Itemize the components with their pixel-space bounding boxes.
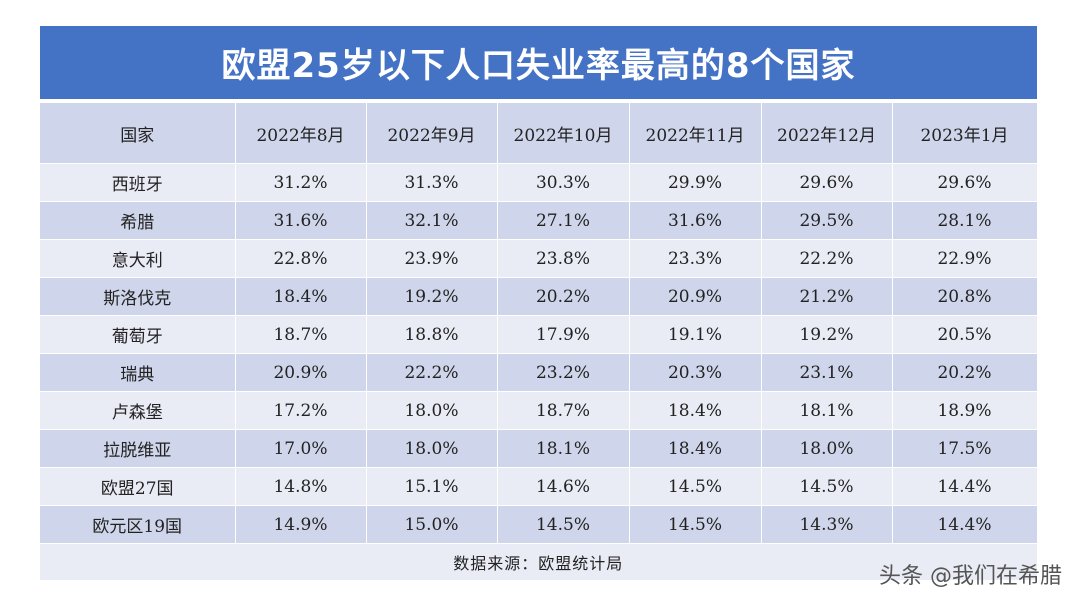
watermark: 头条 @我们在希腊 bbox=[879, 564, 1062, 589]
column-header: 2022年11月 bbox=[629, 103, 762, 164]
table-cell: 23.1% bbox=[761, 353, 893, 392]
table-cell: 29.6% bbox=[761, 163, 893, 202]
table-cell: 14.5% bbox=[761, 467, 893, 506]
table-cell: 18.8% bbox=[366, 315, 498, 354]
table-cell: 19.1% bbox=[629, 315, 762, 354]
table-cell: 22.9% bbox=[892, 239, 1038, 278]
table-cell: 23.2% bbox=[497, 353, 630, 392]
table-cell: 18.1% bbox=[497, 429, 630, 468]
table-cell: 14.3% bbox=[761, 505, 893, 544]
table-cell: 18.4% bbox=[235, 277, 367, 316]
table-cell: 20.8% bbox=[892, 277, 1038, 316]
table-cell: 18.7% bbox=[235, 315, 367, 354]
table-cell: 31.3% bbox=[366, 163, 498, 202]
row-label: 葡萄牙 bbox=[40, 315, 236, 354]
table-row: 瑞典 20.9% 22.2% 23.2% 20.3% 23.1% 20.2% bbox=[40, 353, 1038, 392]
table-cell: 32.1% bbox=[366, 201, 498, 240]
table-cell: 14.5% bbox=[629, 467, 762, 506]
row-label: 欧元区19国 bbox=[40, 505, 236, 544]
table-body: 西班牙 31.2% 31.3% 30.3% 29.9% 29.6% 29.6% 希腊 31.6%… bbox=[40, 163, 1038, 544]
table-cell: 20.2% bbox=[497, 277, 630, 316]
row-label: 欧盟27国 bbox=[40, 467, 236, 506]
table-cell: 20.3% bbox=[629, 353, 762, 392]
table-cell: 18.1% bbox=[761, 391, 893, 430]
table-row: 意大利 22.8% 23.9% 23.8% 23.3% 22.2% 22.9% bbox=[40, 239, 1038, 278]
column-header: 2022年8月 bbox=[235, 103, 367, 164]
table-cell: 22.2% bbox=[366, 353, 498, 392]
table-cell: 28.1% bbox=[892, 201, 1038, 240]
header-row: 国家 2022年8月 2022年9月 2022年10月 2022年11月 2022年12月… bbox=[40, 103, 1038, 164]
table-cell: 17.9% bbox=[497, 315, 630, 354]
table-cell: 14.4% bbox=[892, 505, 1038, 544]
table-cell: 17.5% bbox=[892, 429, 1038, 468]
table-cell: 14.9% bbox=[235, 505, 367, 544]
table-row: 希腊 31.6% 32.1% 27.1% 31.6% 29.5% 28.1% bbox=[40, 201, 1038, 240]
title-bar: 欧盟25岁以下人口失业率最高的8个国家 bbox=[40, 26, 1037, 99]
table-cell: 14.4% bbox=[892, 467, 1038, 506]
table-row: 西班牙 31.2% 31.3% 30.3% 29.9% 29.6% 29.6% bbox=[40, 163, 1038, 202]
table-cell: 23.3% bbox=[629, 239, 762, 278]
table-cell: 22.8% bbox=[235, 239, 367, 278]
table-cell: 31.6% bbox=[235, 201, 367, 240]
table-cell: 17.0% bbox=[235, 429, 367, 468]
table-cell: 18.0% bbox=[761, 429, 893, 468]
table-cell: 20.9% bbox=[629, 277, 762, 316]
row-label: 拉脱维亚 bbox=[40, 429, 236, 468]
table-cell: 18.0% bbox=[366, 391, 498, 430]
table-cell: 14.6% bbox=[497, 467, 630, 506]
table-row: 拉脱维亚 17.0% 18.0% 18.1% 18.4% 18.0% 17.5% bbox=[40, 429, 1038, 468]
table-cell: 29.6% bbox=[892, 163, 1038, 202]
table-row: 卢森堡 17.2% 18.0% 18.7% 18.4% 18.1% 18.9% bbox=[40, 391, 1038, 430]
table-row: 欧元区19国 14.9% 15.0% 14.5% 14.5% 14.3% 14.4% bbox=[40, 505, 1038, 544]
table-cell: 19.2% bbox=[761, 315, 893, 354]
table-row: 葡萄牙 18.7% 18.8% 17.9% 19.1% 19.2% 20.5% bbox=[40, 315, 1038, 354]
column-header: 2023年1月 bbox=[892, 103, 1038, 164]
row-label: 斯洛伐克 bbox=[40, 277, 236, 316]
table-cell: 18.9% bbox=[892, 391, 1038, 430]
table-cell: 18.4% bbox=[629, 429, 762, 468]
table-cell: 15.1% bbox=[366, 467, 498, 506]
table-cell: 29.5% bbox=[761, 201, 893, 240]
table-cell: 30.3% bbox=[497, 163, 630, 202]
table-cell: 21.2% bbox=[761, 277, 893, 316]
row-label: 希腊 bbox=[40, 201, 236, 240]
table-cell: 20.2% bbox=[892, 353, 1038, 392]
table-cell: 14.5% bbox=[497, 505, 630, 544]
row-label: 西班牙 bbox=[40, 163, 236, 202]
table-cell: 18.7% bbox=[497, 391, 630, 430]
table-cell: 27.1% bbox=[497, 201, 630, 240]
table-cell: 18.0% bbox=[366, 429, 498, 468]
table-cell: 18.4% bbox=[629, 391, 762, 430]
column-header-country: 国家 bbox=[40, 103, 236, 164]
table-cell: 31.6% bbox=[629, 201, 762, 240]
column-header: 2022年10月 bbox=[497, 103, 630, 164]
table-title: 欧盟25岁以下人口失业率最高的8个国家 bbox=[221, 46, 856, 86]
unemployment-table: 国家 2022年8月 2022年9月 2022年10月 2022年11月 2022年12月… bbox=[40, 103, 1038, 581]
table-cell: 23.9% bbox=[366, 239, 498, 278]
source-note: 数据来源：欧盟统计局 bbox=[40, 543, 1038, 581]
table-cell: 29.9% bbox=[629, 163, 762, 202]
table-cell: 14.5% bbox=[629, 505, 762, 544]
table-cell: 20.9% bbox=[235, 353, 367, 392]
table-cell: 15.0% bbox=[366, 505, 498, 544]
row-label: 意大利 bbox=[40, 239, 236, 278]
column-header: 2022年12月 bbox=[761, 103, 893, 164]
table-cell: 20.5% bbox=[892, 315, 1038, 354]
table-cell: 22.2% bbox=[761, 239, 893, 278]
table-cell: 17.2% bbox=[235, 391, 367, 430]
table-cell: 23.8% bbox=[497, 239, 630, 278]
table-cell: 19.2% bbox=[366, 277, 498, 316]
table-row: 斯洛伐克 18.4% 19.2% 20.2% 20.9% 21.2% 20.8% bbox=[40, 277, 1038, 316]
table-row: 欧盟27国 14.8% 15.1% 14.6% 14.5% 14.5% 14.4% bbox=[40, 467, 1038, 506]
row-label: 瑞典 bbox=[40, 353, 236, 392]
column-header: 2022年9月 bbox=[366, 103, 498, 164]
table-cell: 14.8% bbox=[235, 467, 367, 506]
table-cell: 31.2% bbox=[235, 163, 367, 202]
row-label: 卢森堡 bbox=[40, 391, 236, 430]
source-row: 数据来源：欧盟统计局 bbox=[40, 543, 1038, 581]
